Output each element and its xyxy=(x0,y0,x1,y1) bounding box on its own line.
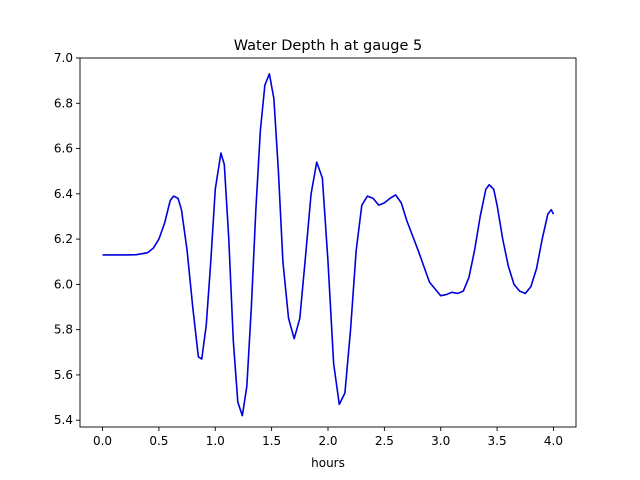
x-tick-label-1: 0.5 xyxy=(149,434,168,448)
y-tick-label-7: 6.8 xyxy=(54,96,73,110)
x-tick-label-7: 3.5 xyxy=(488,434,507,448)
y-tick-label-8: 7.0 xyxy=(54,51,73,65)
y-tick-label-6: 6.6 xyxy=(54,142,73,156)
x-tick-label-6: 3.0 xyxy=(431,434,450,448)
y-tick-label-5: 6.4 xyxy=(54,187,73,201)
axes-frame xyxy=(79,57,577,428)
y-tick-label-3: 6.0 xyxy=(54,277,73,291)
chart-title: Water Depth h at gauge 5 xyxy=(234,38,422,54)
x-tick-label-2: 1.0 xyxy=(206,434,225,448)
series-line-0 xyxy=(102,73,555,417)
y-tick-label-4: 6.2 xyxy=(54,232,73,246)
y-tick-label-1: 5.6 xyxy=(54,368,73,382)
y-tick-label-0: 5.4 xyxy=(54,413,73,427)
x-tick-label-8: 4.0 xyxy=(544,434,563,448)
y-tick-label-2: 5.8 xyxy=(54,323,73,337)
x-tick-label-4: 2.0 xyxy=(318,434,337,448)
x-tick-label-5: 2.5 xyxy=(375,434,394,448)
x-tick-label-3: 1.5 xyxy=(262,434,281,448)
plot-area: 0.0 0.5 1.0 1.5 2.0 2.5 3.0 3.5 4.0 5.4 5.6 5.8 6.0 6… xyxy=(54,51,577,448)
x-tick-label-0: 0.0 xyxy=(93,434,112,448)
x-axis-label: hours xyxy=(311,456,345,470)
